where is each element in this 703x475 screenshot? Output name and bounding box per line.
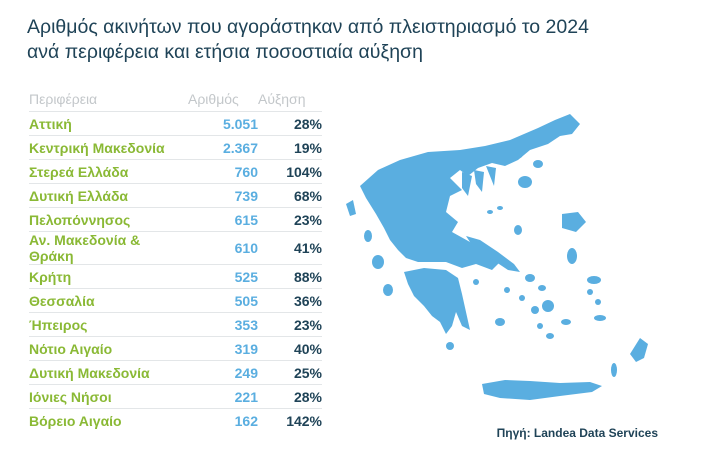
region-count: 525 <box>188 264 258 289</box>
map-naxos <box>542 300 554 312</box>
table-row: Κρήτη 525 88% <box>29 264 322 289</box>
chart-title: Αριθμός ακινήτων που αγοράστηκαν από πλε… <box>27 15 667 65</box>
region-count: 610 <box>188 231 258 265</box>
header-region: Περιφέρεια <box>29 91 98 107</box>
map-samothraki <box>533 160 543 168</box>
region-count: 2.367 <box>188 135 258 160</box>
region-growth: 28% <box>258 384 322 409</box>
region-count: 249 <box>188 360 258 385</box>
map-santorini <box>546 333 554 339</box>
map-lesvos <box>562 212 586 232</box>
header-growth: Αύξηση <box>258 91 306 107</box>
table-row: Ιόνιες Νήσοι 221 28% <box>29 384 322 409</box>
region-growth: 142% <box>258 408 322 432</box>
greece-map-icon <box>346 114 648 400</box>
region-name: Νότιο Αιγαίο <box>29 336 188 361</box>
region-name: Αν. Μακεδονία & Θράκη <box>29 231 188 265</box>
table-header-row: Περιφέρεια Αριθμός Αύξηση <box>29 87 322 112</box>
region-growth: 36% <box>258 288 322 313</box>
region-name: Βόρειο Αιγαίο <box>29 408 188 432</box>
map-mainland <box>360 114 580 270</box>
table-row: Νότιο Αιγαίο 319 40% <box>29 336 322 361</box>
region-count: 319 <box>188 336 258 361</box>
map-milos <box>495 318 505 326</box>
region-growth: 23% <box>258 312 322 337</box>
region-count: 505 <box>188 288 258 313</box>
region-name: Θεσσαλία <box>29 288 188 313</box>
map-zakynthos <box>383 284 393 296</box>
table-row: Δυτική Ελλάδα 739 68% <box>29 183 322 208</box>
region-name: Δυτική Μακεδονία <box>29 360 188 385</box>
region-growth: 104% <box>258 159 322 184</box>
source-note: Πηγή: Landea Data Services <box>496 426 658 440</box>
map-skyros <box>514 225 522 235</box>
map-peloponnese <box>404 268 470 334</box>
map-kea <box>504 287 510 293</box>
map-evia <box>466 236 520 272</box>
map-crete <box>482 380 602 400</box>
map-limnos <box>518 176 532 188</box>
table-row: Αν. Μακεδονία & Θράκη 610 41% <box>29 231 322 265</box>
map-chalkidiki <box>462 166 496 196</box>
region-name: Δυτική Ελλάδα <box>29 183 188 208</box>
map-andros <box>525 274 535 282</box>
region-count: 353 <box>188 312 258 337</box>
region-count: 162 <box>188 408 258 432</box>
region-count: 221 <box>188 384 258 409</box>
map-syros <box>519 295 525 301</box>
region-growth: 28% <box>258 111 322 136</box>
region-count: 760 <box>188 159 258 184</box>
region-name: Ιόνιες Νήσοι <box>29 384 188 409</box>
map-sporades-2 <box>497 206 503 210</box>
map-sporades-1 <box>487 210 493 214</box>
map-kalymnos <box>595 299 601 305</box>
map-thasos <box>511 149 523 159</box>
region-count: 5.051 <box>188 111 258 136</box>
region-count: 739 <box>188 183 258 208</box>
map-lefkada <box>364 230 372 242</box>
title-line-1: Αριθμός ακινήτων που αγοράστηκαν από πλε… <box>27 16 589 38</box>
region-growth: 41% <box>258 231 322 265</box>
region-name: Κρήτη <box>29 264 188 289</box>
title-line-2: ανά περιφέρεια και ετήσια ποσοστιαία αύξ… <box>27 41 423 63</box>
map-ios <box>537 323 543 329</box>
region-growth: 68% <box>258 183 322 208</box>
map-samos <box>587 276 601 284</box>
table-row: Θεσσαλία 505 36% <box>29 288 322 313</box>
map-tinos <box>538 285 546 291</box>
region-name: Αττική <box>29 111 188 136</box>
map-amorgos <box>561 319 571 325</box>
region-growth: 19% <box>258 135 322 160</box>
region-table: Περιφέρεια Αριθμός Αύξηση Αττική 5.051 28%… <box>29 87 322 432</box>
table-row: Πελοπόννησος 615 23% <box>29 207 322 232</box>
table-row: Αττική 5.051 28% <box>29 111 322 136</box>
region-name: Στερεά Ελλάδα <box>29 159 188 184</box>
map-kythira <box>446 342 454 350</box>
map-paros <box>531 306 539 314</box>
region-name: Πελοπόννησος <box>29 207 188 232</box>
map-corfu <box>346 200 356 216</box>
map-kos <box>594 315 606 321</box>
map-rhodes <box>630 338 648 362</box>
region-growth: 25% <box>258 360 322 385</box>
region-growth: 40% <box>258 336 322 361</box>
region-name: Κεντρική Μακεδονία <box>29 135 188 160</box>
map-aegina <box>473 279 479 285</box>
table-row: Στερεά Ελλάδα 760 104% <box>29 159 322 184</box>
map-karpathos <box>611 363 617 377</box>
table-row: Κεντρική Μακεδονία 2.367 19% <box>29 135 322 160</box>
table-row: Δυτική Μακεδονία 249 25% <box>29 360 322 385</box>
table-body: Αττική 5.051 28% Κεντρική Μακεδονία 2.367 19%… <box>29 111 322 432</box>
region-growth: 88% <box>258 264 322 289</box>
header-count: Αριθμός <box>188 91 239 107</box>
region-name: Ήπειρος <box>29 312 188 337</box>
map-leros <box>587 289 593 295</box>
region-growth: 23% <box>258 207 322 232</box>
table-row: Βόρειο Αιγαίο 162 142% <box>29 408 322 432</box>
map-chios <box>567 248 577 264</box>
map-kefalonia <box>372 255 384 269</box>
table-row: Ήπειρος 353 23% <box>29 312 322 337</box>
region-count: 615 <box>188 207 258 232</box>
